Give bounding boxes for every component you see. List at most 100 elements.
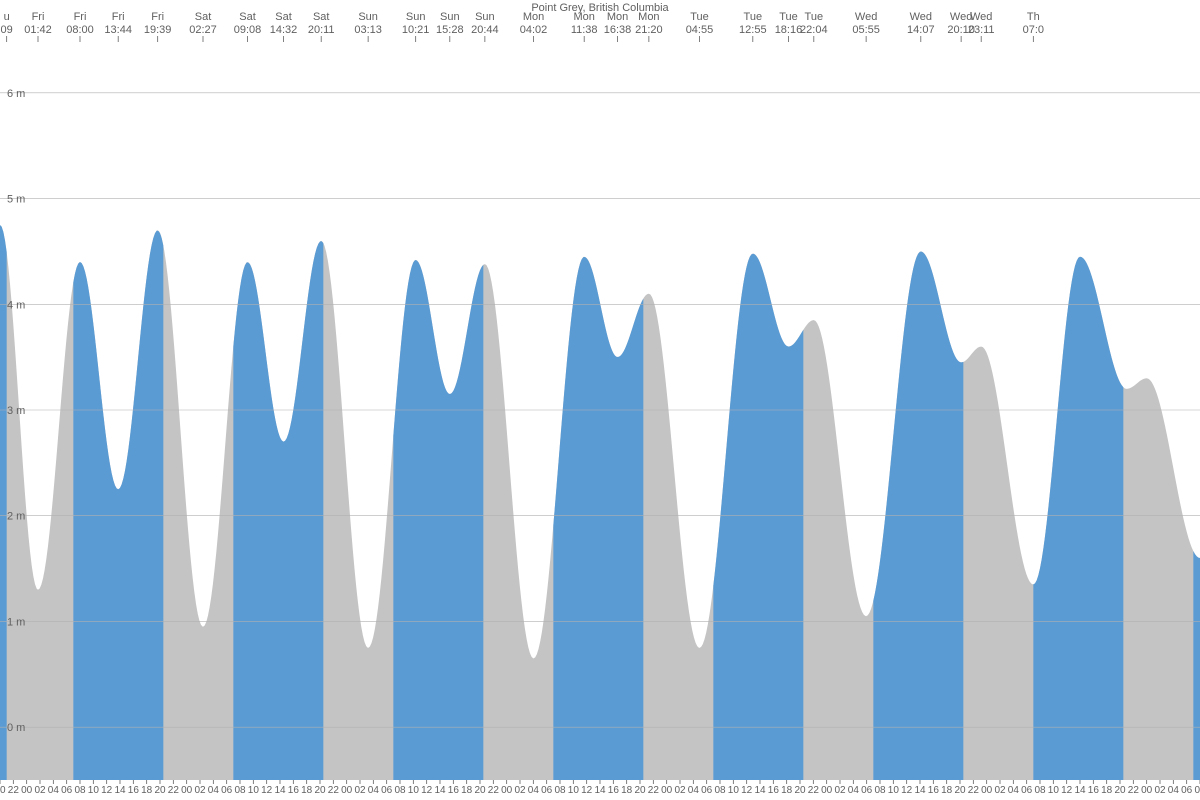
- x-tick-label: 20: [794, 785, 806, 796]
- event-time-label: 22:04: [800, 24, 828, 36]
- event-day-label: Th: [1027, 11, 1040, 23]
- tide-area-day: [553, 257, 643, 780]
- x-tick-label: 06: [381, 785, 393, 796]
- x-tick-label: 08: [394, 785, 406, 796]
- x-tick-label: 02: [994, 785, 1006, 796]
- x-tick-label: 06: [701, 785, 713, 796]
- x-tick-label: 04: [1008, 785, 1020, 796]
- x-tick-label: 06: [61, 785, 73, 796]
- x-tick-label: 18: [941, 785, 953, 796]
- x-tick-label: 14: [754, 785, 766, 796]
- x-tick-label: 16: [288, 785, 300, 796]
- event-day-label: Sun: [475, 11, 495, 23]
- x-tick-label: 08: [1194, 785, 1200, 796]
- x-tick-label: 12: [741, 785, 753, 796]
- event-day-label: Wed: [910, 11, 932, 23]
- x-tick-label: 08: [714, 785, 726, 796]
- tide-area-day: [1193, 551, 1200, 780]
- tide-area-day: [713, 254, 803, 780]
- event-time-label: 04:55: [686, 24, 714, 36]
- event-day-label: Tue: [690, 11, 709, 23]
- event-time-label: 14:32: [270, 24, 298, 36]
- x-tick-label: 14: [114, 785, 126, 796]
- x-tick-label: 00: [821, 785, 833, 796]
- event-time-label: 20:11: [308, 24, 335, 36]
- x-tick-label: 12: [1061, 785, 1073, 796]
- x-tick-label: 18: [301, 785, 313, 796]
- event-day-label: Wed: [950, 11, 972, 23]
- x-tick-label: 20: [154, 785, 166, 796]
- x-tick-label: 20: [954, 785, 966, 796]
- x-tick-label: 12: [581, 785, 593, 796]
- x-tick-label: 14: [274, 785, 286, 796]
- x-tick-label: 08: [74, 785, 86, 796]
- event-time-label: 11:38: [571, 24, 598, 36]
- x-tick-label: 08: [234, 785, 246, 796]
- chart-svg: 0 m1 m2 m3 m4 m5 m6 mu09Fri01:42Fri08:00…: [0, 0, 1200, 800]
- event-time-label: 18:16: [775, 24, 803, 36]
- x-tick-label: 00: [981, 785, 993, 796]
- event-time-label: 03:13: [354, 24, 382, 36]
- x-tick-label: 04: [528, 785, 540, 796]
- x-tick-label: 16: [608, 785, 620, 796]
- x-tick-label: 04: [368, 785, 380, 796]
- event-time-label: 15:28: [436, 24, 464, 36]
- x-tick-label: 06: [541, 785, 553, 796]
- x-tick-label: 16: [1088, 785, 1100, 796]
- event-day-label: Tue: [805, 11, 824, 23]
- x-tick-label: 02: [1154, 785, 1166, 796]
- x-tick-label: 00: [1141, 785, 1153, 796]
- event-day-label: u: [4, 11, 10, 23]
- event-time-label: 12:55: [739, 24, 767, 36]
- x-tick-label: 10: [408, 785, 420, 796]
- event-day-label: Fri: [112, 11, 125, 23]
- x-tick-label: 10: [248, 785, 260, 796]
- x-tick-label: 04: [208, 785, 220, 796]
- x-tick-label: 02: [194, 785, 206, 796]
- x-tick-label: 22: [168, 785, 180, 796]
- event-time-label: 02:27: [189, 24, 217, 36]
- event-day-label: Sat: [313, 11, 330, 23]
- tide-area-day: [1033, 257, 1123, 780]
- x-tick-label: 10: [1048, 785, 1060, 796]
- y-tick-label: 0 m: [7, 722, 25, 734]
- tide-chart: 0 m1 m2 m3 m4 m5 m6 mu09Fri01:42Fri08:00…: [0, 0, 1200, 800]
- y-tick-label: 2 m: [7, 511, 25, 523]
- x-tick-label: 22: [808, 785, 820, 796]
- event-day-label: Wed: [855, 11, 877, 23]
- x-tick-label: 02: [834, 785, 846, 796]
- x-tick-label: 06: [221, 785, 233, 796]
- y-tick-label: 3 m: [7, 405, 25, 417]
- x-tick-label: 14: [594, 785, 606, 796]
- x-tick-label: 16: [928, 785, 940, 796]
- event-day-label: Sat: [275, 11, 292, 23]
- event-day-label: Tue: [744, 11, 763, 23]
- event-time-label: 01:42: [24, 24, 52, 36]
- x-tick-label: 08: [874, 785, 886, 796]
- event-day-label: Fri: [32, 11, 45, 23]
- x-tick-label: 20: [0, 785, 6, 796]
- x-tick-label: 16: [128, 785, 140, 796]
- event-day-label: Sun: [406, 11, 426, 23]
- event-time-label: 23:11: [968, 24, 995, 36]
- tide-area-day: [73, 231, 163, 780]
- event-day-label: Wed: [970, 11, 992, 23]
- event-time-label: 05:55: [852, 24, 880, 36]
- chart-title: Point Grey, British Columbia: [531, 2, 669, 14]
- x-tick-label: 12: [261, 785, 273, 796]
- x-tick-label: 10: [728, 785, 740, 796]
- x-tick-label: 04: [48, 785, 60, 796]
- x-tick-label: 08: [1034, 785, 1046, 796]
- x-tick-label: 02: [514, 785, 526, 796]
- x-tick-label: 16: [768, 785, 780, 796]
- x-tick-label: 20: [1114, 785, 1126, 796]
- x-tick-label: 04: [848, 785, 860, 796]
- x-tick-label: 16: [448, 785, 460, 796]
- y-tick-label: 6 m: [7, 88, 25, 100]
- event-day-label: Tue: [779, 11, 798, 23]
- tide-area-day: [393, 260, 483, 780]
- x-tick-label: 00: [181, 785, 193, 796]
- event-day-label: Fri: [74, 11, 87, 23]
- x-tick-label: 22: [488, 785, 500, 796]
- event-time-label: 20:44: [471, 24, 499, 36]
